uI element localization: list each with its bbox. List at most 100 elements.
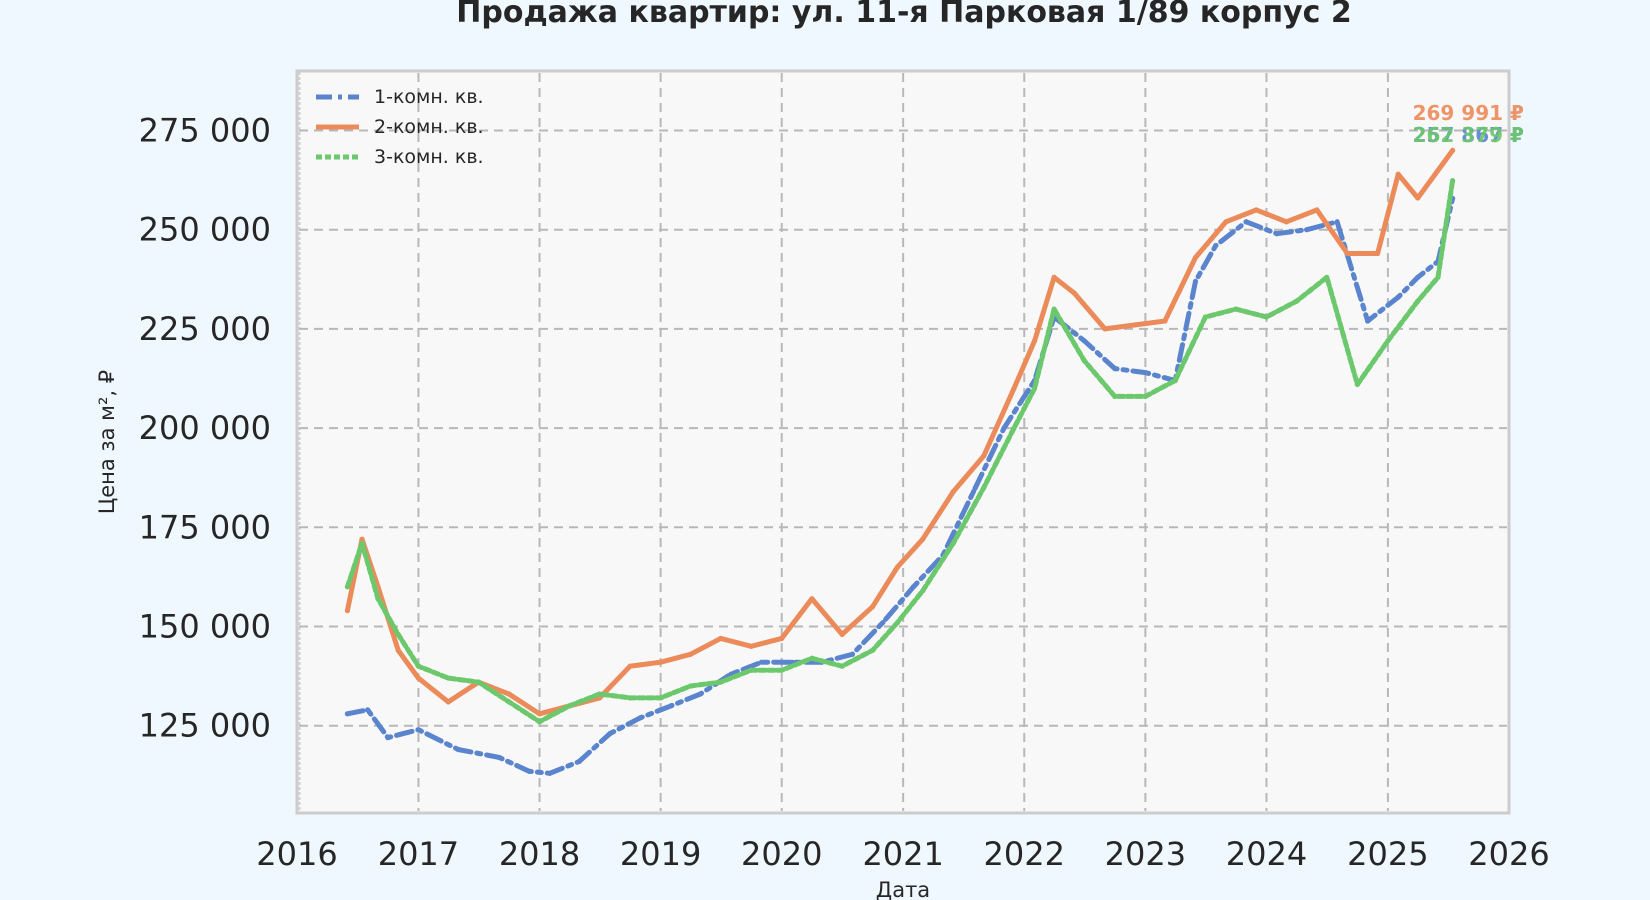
- x-tick-label: 2025: [1347, 835, 1428, 873]
- series-point-2: [445, 699, 451, 705]
- series-point-1: [637, 715, 643, 721]
- series-point-1: [365, 707, 371, 713]
- series-point-3: [359, 540, 365, 546]
- series-point-1: [910, 584, 917, 590]
- series-point-3: [748, 667, 754, 673]
- series-point-2: [1031, 338, 1038, 344]
- series-end-label-1: 257 867 ₽: [1413, 123, 1524, 147]
- series-point-1: [1415, 274, 1421, 280]
- series-point-3: [536, 719, 543, 725]
- x-tick-label: 2020: [741, 835, 822, 873]
- x-tick-label: 2016: [256, 835, 337, 873]
- series-point-3: [950, 540, 956, 546]
- series-point-1: [880, 619, 886, 626]
- series-point-3: [658, 695, 664, 701]
- y-tick-label: 125 000: [139, 707, 271, 745]
- series-point-2: [1395, 171, 1401, 177]
- x-tick-label: 2017: [378, 835, 459, 873]
- series-point-2: [809, 596, 815, 602]
- series-point-3: [1354, 381, 1360, 388]
- x-tick-label: 2024: [1226, 835, 1307, 873]
- series-point-3: [1435, 274, 1441, 280]
- series-point-3: [1324, 274, 1330, 280]
- series-point-2: [1449, 147, 1456, 153]
- series-point-2: [1344, 250, 1351, 257]
- series-layer: [344, 147, 1456, 776]
- series-point-2: [1132, 322, 1138, 328]
- series-point-3: [445, 675, 451, 681]
- series-point-1: [385, 735, 391, 741]
- end-labels: 257 867 ₽269 991 ₽262 379 ₽: [1413, 101, 1524, 147]
- series-point-1: [668, 703, 674, 709]
- y-grid: [299, 129, 1507, 727]
- series-point-1: [758, 659, 765, 665]
- series-point-2: [1192, 254, 1199, 261]
- series-point-1: [697, 691, 704, 697]
- series-point-1: [496, 754, 502, 761]
- series-point-2: [1102, 326, 1108, 332]
- series-point-2: [870, 604, 876, 610]
- series-point-1: [1243, 219, 1249, 225]
- series-point-3: [981, 485, 987, 491]
- series-point-2: [536, 711, 543, 717]
- y-tick-label: 250 000: [139, 211, 271, 249]
- series-end-label-2: 269 991 ₽: [1413, 101, 1524, 125]
- series-point-3: [1233, 306, 1239, 312]
- series-point-2: [718, 635, 724, 642]
- series-point-3: [1263, 314, 1270, 320]
- series-point-2: [1253, 207, 1259, 213]
- legend-label-3: 3-комн. кв.: [374, 146, 484, 168]
- series-point-2: [950, 488, 956, 495]
- series-point-3: [839, 663, 845, 669]
- y-tick-label: 200 000: [139, 409, 271, 447]
- x-tick-label: 2023: [1105, 835, 1186, 873]
- series-point-3: [344, 584, 351, 590]
- series-point-2: [894, 564, 901, 570]
- series-point-3: [1031, 385, 1038, 392]
- series-point-1: [1304, 227, 1310, 233]
- series-point-2: [1051, 274, 1057, 280]
- series-point-3: [475, 679, 482, 685]
- series-point-3: [506, 699, 512, 705]
- series-point-3: [920, 588, 926, 594]
- series-point-2: [627, 663, 633, 669]
- series-point-1: [415, 727, 422, 733]
- series-point-3: [415, 663, 422, 669]
- series-point-2: [1375, 250, 1381, 257]
- series-point-2: [1223, 219, 1229, 225]
- series-point-1: [1334, 219, 1340, 225]
- series-point-3: [1011, 425, 1017, 431]
- series-point-3: [687, 683, 694, 689]
- x-grid: [417, 73, 1389, 811]
- x-tick-labels: 2016 2017 2018 2019 2020 2021 2022 2023 2024 2025…: [256, 835, 1549, 873]
- series-point-3: [894, 619, 901, 626]
- series-point-1: [1112, 365, 1118, 372]
- series-point-1: [455, 746, 461, 753]
- series-point-2: [1162, 318, 1168, 324]
- series-point-1: [970, 488, 977, 495]
- x-tick-label: 2019: [620, 835, 701, 873]
- series-point-1: [526, 768, 532, 774]
- series-end-label-3: 262 379 ₽: [1413, 123, 1524, 147]
- legend-label-2: 2-комн. кв.: [374, 116, 484, 138]
- x-tick-label: 2022: [984, 835, 1065, 873]
- series-point-3: [1415, 298, 1421, 304]
- series-point-2: [1071, 290, 1077, 296]
- series-point-3: [779, 667, 785, 673]
- series-point-3: [809, 655, 815, 661]
- series-point-2: [839, 631, 845, 638]
- series-point-1: [344, 711, 351, 717]
- series-line-1: [344, 196, 1456, 776]
- series-point-2: [506, 691, 512, 697]
- series-point-3: [596, 691, 603, 697]
- series-point-2: [415, 675, 422, 681]
- series-point-2: [687, 651, 694, 657]
- series-point-3: [1112, 393, 1118, 399]
- x-tick-label: 2021: [862, 835, 943, 873]
- series-point-1: [849, 651, 856, 657]
- series-point-1: [1395, 294, 1401, 300]
- y-tick-labels: 125 000 150 000 175 000 200 000 225 000 250 0…: [139, 112, 271, 745]
- series-point-2: [1415, 195, 1421, 201]
- series-point-2: [1314, 207, 1320, 213]
